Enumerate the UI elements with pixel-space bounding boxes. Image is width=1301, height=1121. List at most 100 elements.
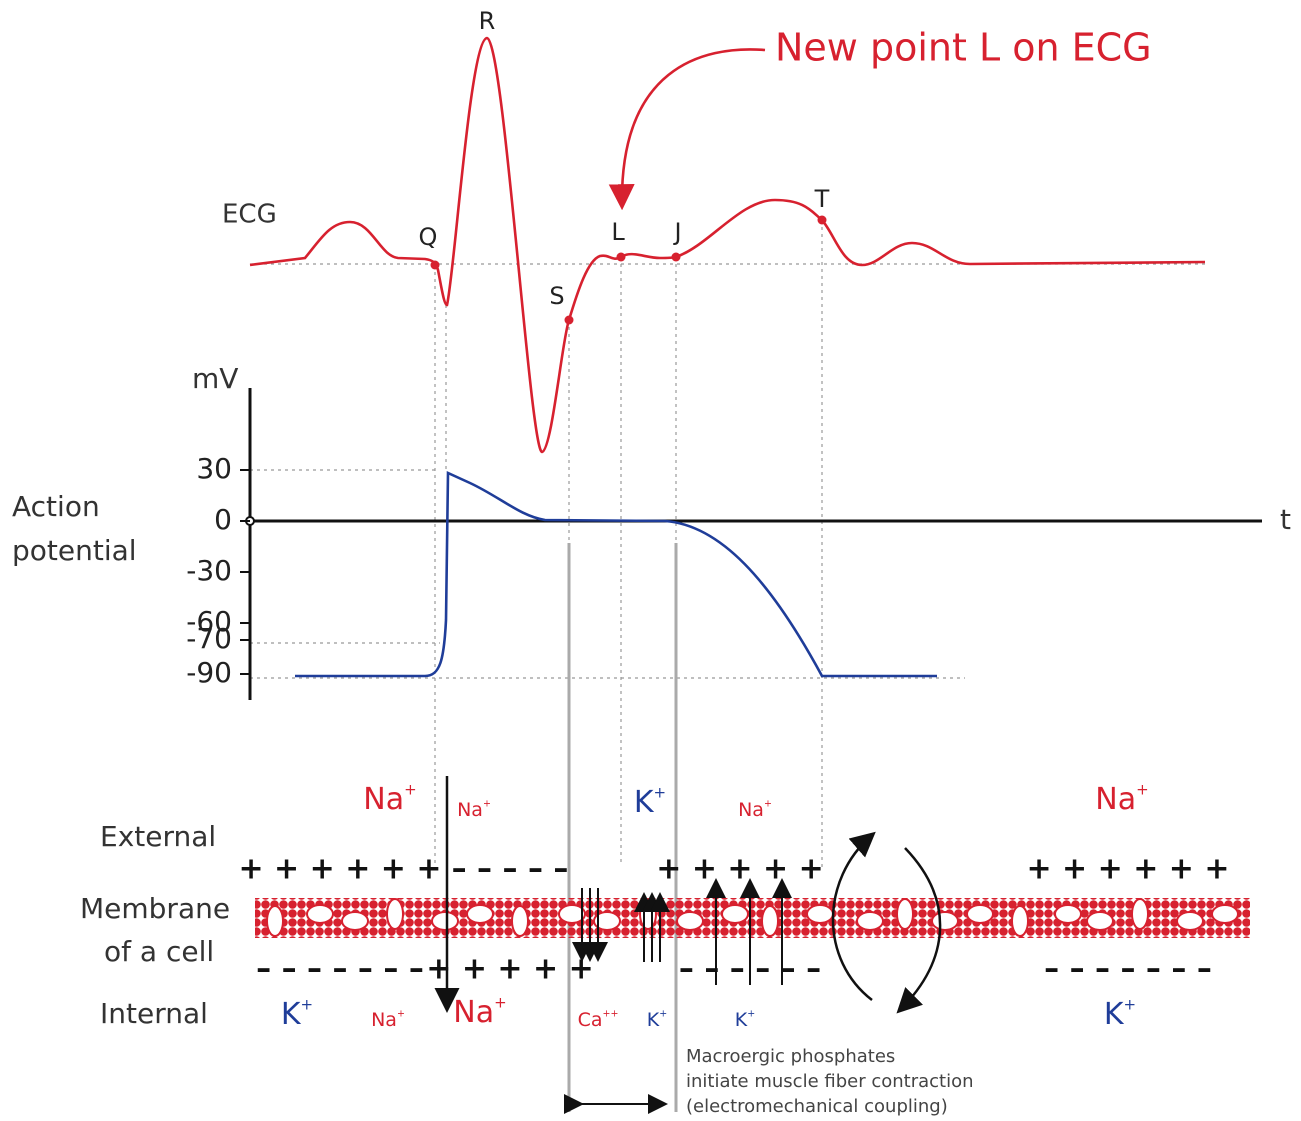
ecg-point-label: J (672, 218, 681, 246)
protein (639, 898, 657, 930)
protein (721, 904, 749, 924)
protein (1131, 898, 1149, 930)
footnote: (electromechanical coupling) (686, 1096, 948, 1117)
protein (806, 904, 834, 924)
ion-symbol: K (1104, 997, 1125, 1032)
protein (856, 911, 884, 931)
ecg-point (671, 252, 681, 262)
charge-row: + + + + + + (1026, 852, 1229, 887)
protein (386, 898, 404, 930)
ion-symbol: K (735, 1009, 748, 1031)
charge-row: + + + + + (426, 952, 593, 987)
ion-charge: + (483, 798, 491, 809)
cycle-arrow (896, 847, 942, 1014)
membrane (255, 898, 1250, 938)
ion-symbol: K (634, 785, 655, 820)
ecg-point-label: S (549, 282, 564, 310)
ap-trace (295, 470, 937, 678)
ecg-label: ECG (222, 200, 277, 230)
ecg-point (564, 315, 574, 325)
protein (1086, 911, 1114, 931)
protein (1054, 904, 1082, 924)
ion-symbol: Na (1095, 782, 1136, 817)
protein (266, 905, 284, 937)
protein (896, 898, 914, 930)
charge-row: – – – – – (452, 852, 569, 887)
ion-charge: + (494, 993, 507, 1011)
ion-charge: + (404, 780, 417, 798)
ion-charge: + (659, 1008, 667, 1019)
ion-label: K+ (647, 1008, 667, 1031)
ecg-point (616, 252, 626, 262)
internal-label: Internal (100, 997, 208, 1030)
ecg-point (430, 260, 440, 270)
charge-row: – – – – – – – (256, 952, 424, 987)
ion-label: K+ (281, 995, 313, 1032)
tick-label: -90 (186, 656, 232, 689)
ion-arrows (572, 878, 792, 985)
protein (341, 911, 369, 931)
charge-row: + + + + + + (238, 852, 441, 887)
charge-row: + + + + + (656, 852, 823, 887)
protein (1176, 911, 1204, 931)
ion-label: K+ (735, 1008, 755, 1031)
tick-label: -60 (186, 605, 232, 638)
tick-label: -70 (186, 622, 232, 655)
ecg-point-label: L (611, 218, 625, 246)
protein (676, 911, 704, 931)
protein (558, 904, 586, 924)
charge-row: – – – – – – (679, 952, 821, 987)
protein (761, 905, 779, 937)
external-label: External (100, 820, 216, 853)
ecg-point-label: Q (419, 223, 438, 251)
ion-charge: ++ (603, 1008, 619, 1019)
guides (250, 220, 1205, 870)
ion-charge: + (1136, 780, 1149, 798)
protein (966, 904, 994, 924)
ion-label: Ca++ (578, 1008, 619, 1031)
protein (466, 904, 494, 924)
ion-label: K+ (634, 783, 666, 820)
ion-label: Na+ (457, 798, 491, 821)
cycle-arrow (831, 831, 876, 1001)
ap-label: potential (12, 534, 137, 567)
ion-symbol: Na (363, 782, 404, 817)
protein (306, 904, 334, 924)
protein (1211, 904, 1239, 924)
annotation: New point L on ECG (775, 26, 1152, 70)
ecg-point-label: T (814, 185, 830, 213)
footnote: Macroergic phosphates (686, 1046, 895, 1067)
ion-charge: + (1124, 995, 1137, 1013)
ion-charge: + (301, 995, 314, 1013)
ion-symbol: K (647, 1009, 660, 1031)
protein (511, 905, 529, 937)
ion-symbol: K (281, 997, 302, 1032)
membrane-label: of a cell (104, 935, 214, 968)
annotation-arrow (608, 48, 766, 211)
charge-row: – – – – – – – (1044, 952, 1212, 987)
ion-symbol: Na (457, 799, 483, 821)
tick-label: 30 (196, 452, 232, 485)
unit-label: mV (192, 362, 238, 395)
ion-symbol: Ca (578, 1009, 603, 1031)
tick-label: -30 (186, 554, 232, 587)
tick-label: 0 (214, 503, 232, 536)
ion-symbol: Na (371, 1009, 397, 1031)
footnote: initiate muscle fiber contraction (686, 1071, 974, 1092)
ion-charge: + (397, 1008, 405, 1019)
ion-symbol: Na (738, 799, 764, 821)
ion-label: Na+ (1095, 780, 1148, 817)
ion-label: Na+ (738, 798, 772, 821)
ion-label: Na+ (363, 780, 416, 817)
ion-label: Na+ (453, 993, 506, 1030)
ion-label: Na+ (371, 1008, 405, 1031)
ap-label: Action (12, 490, 100, 523)
protein (931, 911, 959, 931)
ion-label: K+ (1104, 995, 1136, 1032)
ion-charge: + (764, 798, 772, 809)
ion-charge: + (747, 1008, 755, 1019)
ecg-trace (249, 36, 1206, 454)
protein (431, 911, 459, 931)
ecg-point-label: R (479, 7, 496, 35)
